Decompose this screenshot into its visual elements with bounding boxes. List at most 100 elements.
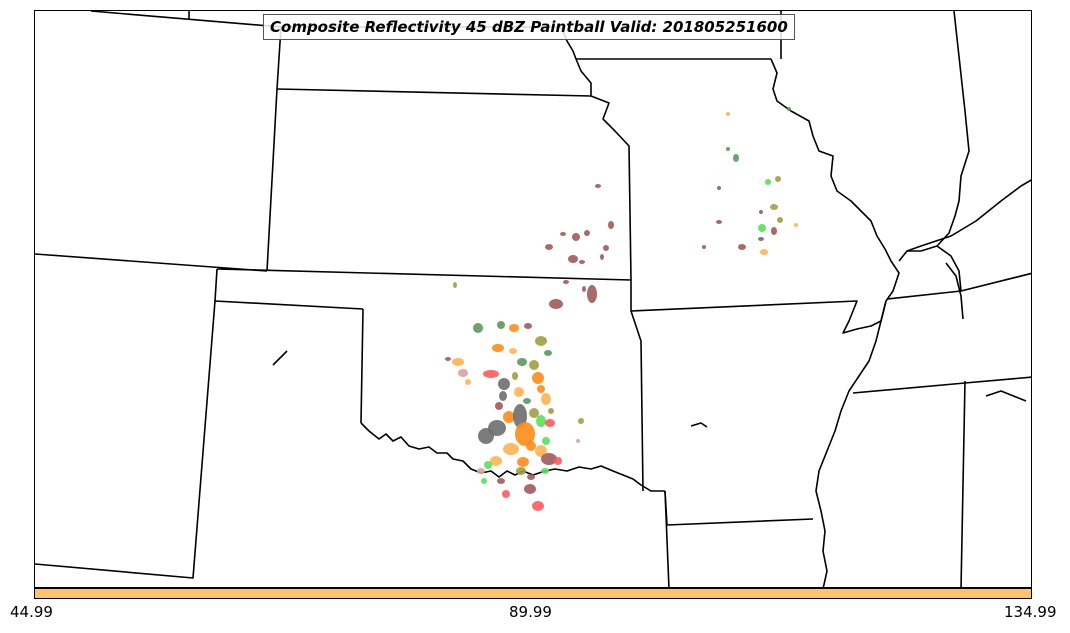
reflectivity-blob	[497, 321, 505, 329]
reflectivity-blob	[509, 348, 517, 354]
reflectivity-blob	[509, 324, 519, 332]
ok-panhandle-east	[360, 308, 364, 424]
reflectivity-blob	[483, 370, 499, 378]
map-title: Composite Reflectivity 45 dBZ Paintball …	[263, 14, 795, 40]
reflectivity-blob	[517, 457, 529, 467]
reflectivity-blob	[523, 398, 531, 404]
reflectivity-blob	[717, 186, 721, 190]
reflectivity-blob	[492, 344, 504, 352]
map-canvas	[35, 11, 1031, 587]
reflectivity-blob	[526, 441, 536, 451]
reflectivity-blob	[512, 372, 518, 380]
reflectivity-blob	[578, 418, 584, 424]
reflectivity-blob	[554, 457, 562, 465]
reflectivity-blob	[484, 461, 492, 469]
reflectivity-blob	[490, 456, 502, 466]
tx-la-border	[664, 490, 670, 587]
ks-ok-border	[216, 268, 632, 281]
reflectivity-blob	[738, 244, 746, 250]
reflectivity-blob	[481, 478, 487, 484]
reflectivity-blob	[532, 501, 544, 511]
nm-north	[214, 300, 364, 310]
reflectivity-blob	[515, 422, 535, 446]
reflectivity-blob	[536, 415, 546, 427]
reflectivity-blob	[716, 220, 722, 224]
reflectivity-blob	[498, 378, 510, 390]
reflectivity-blob	[765, 179, 771, 185]
reflectivity-blob	[542, 437, 550, 445]
reflectivity-blob	[532, 372, 544, 384]
co-ks-border	[266, 88, 278, 272]
colorbar-tick-mid: 89.99	[509, 603, 552, 621]
reflectivity-blob	[513, 404, 527, 428]
ar-la-border	[664, 490, 814, 526]
reflectivity-blob	[770, 204, 778, 210]
nm-ok-west	[214, 268, 218, 302]
state-boundaries	[35, 11, 1031, 587]
reflectivity-blob	[587, 285, 597, 303]
il-east	[898, 11, 970, 262]
reflectivity-blob	[477, 468, 485, 474]
ky-tn-extra	[936, 245, 962, 292]
reflectivity-blob	[549, 299, 563, 309]
reflectivity-blob	[535, 445, 547, 457]
reflectivity-blob	[503, 411, 515, 423]
reflectivity-blob	[548, 408, 554, 414]
reflectivity-blob	[524, 484, 536, 494]
reflectivity-blob	[497, 478, 505, 484]
reflectivity-blob	[527, 474, 535, 480]
colorbar	[34, 588, 1032, 599]
ky-ohio-river	[906, 179, 1031, 252]
reflectivity-blob	[516, 467, 526, 475]
ms-al-border	[960, 380, 966, 587]
reflectivity-blob	[503, 443, 519, 455]
ks-mo-border	[590, 95, 632, 281]
reflectivity-blob	[458, 369, 468, 377]
reflectivity-blob	[771, 227, 777, 235]
tn-south	[852, 376, 1031, 394]
reflectivity-blob	[502, 490, 510, 498]
reflectivity-blob	[473, 323, 483, 333]
reflectivity-blob	[760, 249, 768, 255]
colorbar-tick-left: 44.99	[10, 603, 53, 621]
reflectivity-blob	[517, 358, 527, 366]
reflectivity-blob	[608, 221, 614, 229]
reflectivity-blob	[445, 357, 451, 361]
reflectivity-blob	[544, 350, 552, 356]
reflectivity-blob	[541, 468, 549, 474]
reflectivity-blob	[726, 112, 730, 116]
reflectivity-blob	[603, 245, 609, 251]
colorbar-tick-right: 134.99	[1004, 603, 1057, 621]
reflectivity-blob	[452, 358, 464, 366]
reflectivity-blob	[514, 387, 524, 397]
reflectivity-blob	[584, 230, 590, 236]
reflectivity-blob	[537, 385, 545, 393]
ne-ks-border	[276, 88, 592, 97]
reflectivity-blob	[495, 402, 503, 410]
ok-ar-border	[630, 280, 644, 492]
reflectivity-blob	[545, 244, 553, 250]
mississippi-upper	[770, 58, 900, 302]
nm-east	[35, 300, 216, 579]
reflectivity-blob	[758, 224, 766, 232]
reflectivity-blob	[576, 439, 580, 443]
mo-ar-border	[630, 300, 887, 334]
reflectivity-blob	[572, 233, 580, 241]
lake-ok	[272, 350, 288, 366]
reflectivity-blob	[529, 408, 539, 418]
reflectivity-blob	[568, 255, 578, 263]
wy-co-border	[90, 11, 282, 28]
reflectivity-blobs	[445, 107, 798, 511]
reflectivity-blob	[529, 360, 539, 370]
lake-ky	[945, 262, 964, 320]
reflectivity-blob	[579, 260, 585, 264]
ne-ia-river	[560, 26, 592, 96]
reflectivity-blob	[702, 245, 706, 249]
reflectivity-blob	[560, 232, 566, 236]
reflectivity-blob	[759, 210, 763, 214]
reflectivity-blob	[758, 237, 764, 241]
reflectivity-blob	[563, 280, 569, 284]
reflectivity-blob	[535, 336, 547, 346]
reflectivity-blob	[478, 428, 494, 444]
reflectivity-blob	[733, 154, 739, 162]
